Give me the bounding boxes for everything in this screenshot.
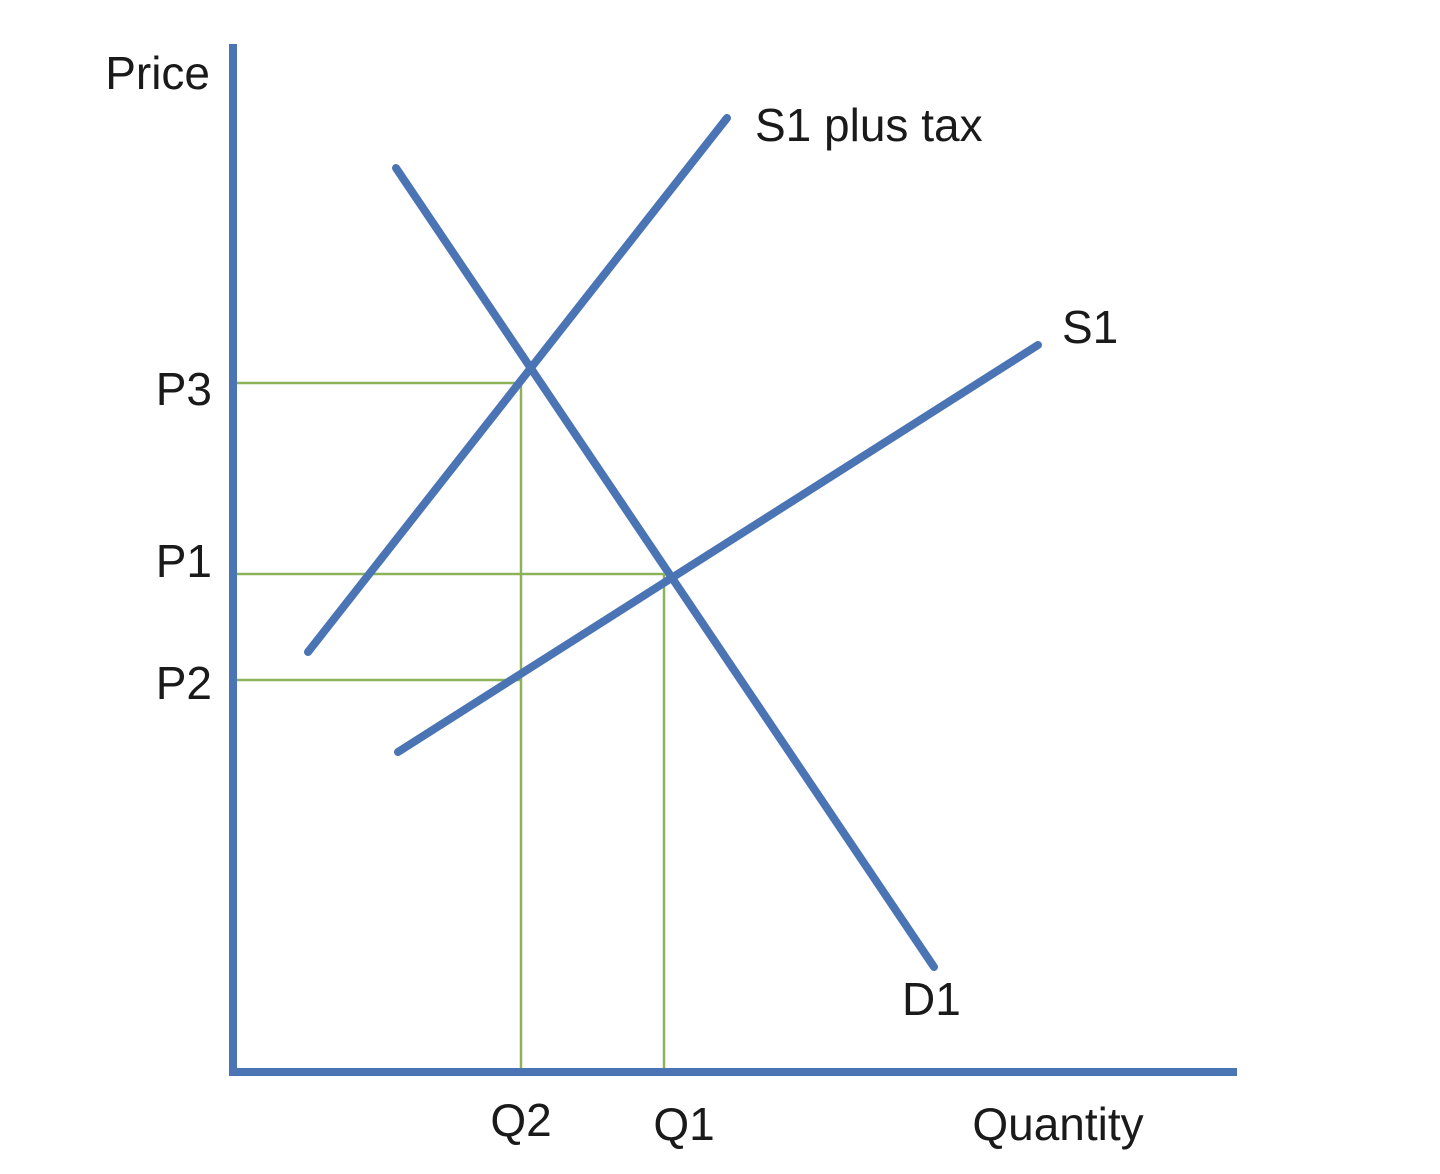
p1-label: P1 — [156, 535, 212, 587]
supply-plus-tax-curve — [304, 114, 731, 656]
demand-label: D1 — [902, 973, 961, 1025]
q1-label: Q1 — [653, 1098, 714, 1150]
p2-label: P2 — [156, 657, 212, 709]
y-axis-label: Price — [105, 47, 210, 99]
demand-curve — [392, 164, 938, 971]
q2-label: Q2 — [490, 1094, 551, 1146]
supply-curve — [394, 341, 1042, 756]
supply-label: S1 — [1062, 301, 1118, 353]
x-axis-label: Quantity — [972, 1098, 1143, 1150]
supply-plus-tax-label: S1 plus tax — [755, 99, 983, 151]
p3-label: P3 — [156, 363, 212, 415]
